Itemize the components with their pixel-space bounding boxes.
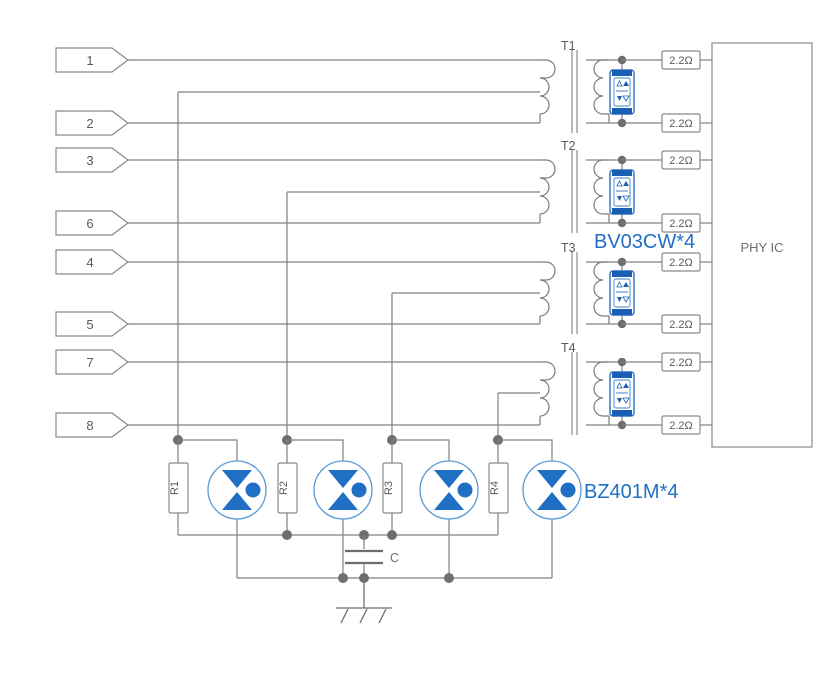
series-resistor[interactable]: 2.2Ω [622, 150, 712, 170]
junction-dot [387, 530, 397, 540]
bz401m-tvs-3[interactable] [419, 458, 479, 578]
series-resistor[interactable]: 2.2Ω [622, 213, 712, 233]
phy-ic-label: PHY IC [740, 240, 783, 255]
resistor-value: 2.2Ω [669, 420, 693, 432]
bv03cw-array-3[interactable] [609, 257, 635, 329]
series-resistor[interactable]: 2.2Ω [622, 113, 712, 133]
transformer-label: T1 [561, 39, 576, 53]
bottom-resistor-group: R1 R2 R3 R4 [168, 462, 509, 535]
transformer-label: T2 [561, 139, 576, 153]
pin-label: 3 [86, 153, 93, 168]
pin-connector-7[interactable]: 7 [55, 349, 540, 375]
pin-label: 4 [86, 255, 93, 270]
transformer-t2[interactable]: T2 [539, 139, 622, 233]
series-resistor[interactable]: 2.2Ω [622, 352, 712, 372]
bz401m-tvs-1[interactable] [207, 458, 267, 578]
pin-label: 8 [86, 418, 93, 433]
series-resistor[interactable]: 2.2Ω [622, 252, 712, 272]
bottom-junction-group [173, 435, 553, 463]
pin-connector-4[interactable]: 4 [55, 249, 540, 275]
bz401m-group: BZ401M*4 [207, 458, 679, 578]
transformer-t1[interactable]: T1 [539, 39, 622, 133]
resistor-value: 2.2Ω [669, 319, 693, 331]
bz401m-tvs-4[interactable] [522, 458, 582, 578]
resistor-value: 2.2Ω [669, 118, 693, 130]
resistor-label: R4 [489, 481, 501, 495]
pin-connector-5[interactable]: 5 [55, 311, 540, 337]
series-resistor[interactable]: 2.2Ω [622, 415, 712, 435]
resistor-value: 2.2Ω [669, 257, 693, 269]
pin-connector-group: 1 2 3 6 4 5 [55, 47, 540, 438]
bv03cw-array-1[interactable] [609, 55, 635, 128]
resistor-value: 2.2Ω [669, 55, 693, 67]
series-resistor[interactable]: 2.2Ω [622, 50, 712, 70]
pin-label: 1 [86, 53, 93, 68]
pin-label: 2 [86, 116, 93, 131]
phy-ic-block[interactable]: PHY IC [711, 42, 813, 448]
pin-label: 5 [86, 317, 93, 332]
transformer-label: T3 [561, 241, 576, 255]
junction-dot [444, 573, 454, 583]
resistor-label: R1 [169, 481, 181, 495]
transformer-label: T4 [561, 341, 576, 355]
pin-connector-8[interactable]: 8 [55, 412, 540, 438]
capacitor-c[interactable]: C [345, 549, 399, 578]
center-tap-wires [177, 91, 540, 440]
transformer-t4[interactable]: T4 [539, 341, 622, 435]
series-resistor-group: 2.2Ω 2.2Ω 2.2Ω 2.2Ω 2.2Ω 2.2Ω [622, 50, 712, 435]
earth-ground-symbol [336, 578, 392, 624]
series-resistor[interactable]: 2.2Ω [622, 314, 712, 334]
junction-dot [338, 573, 348, 583]
bv03cw-array-2[interactable] [609, 155, 635, 228]
bz401m-part-label: BZ401M*4 [584, 481, 679, 503]
pin-connector-3[interactable]: 3 [55, 147, 540, 173]
resistor-label: R2 [278, 481, 290, 495]
junction-dot [282, 530, 292, 540]
pin-label: 7 [86, 355, 93, 370]
pin-connector-1[interactable]: 1 [55, 47, 540, 73]
capacitor-label: C [390, 551, 399, 565]
resistor-value: 2.2Ω [669, 218, 693, 230]
tvs-bottom-bus [237, 573, 552, 583]
resistor-value: 2.2Ω [669, 357, 693, 369]
pin-label: 6 [86, 216, 93, 231]
bz401m-tvs-2[interactable] [313, 458, 373, 578]
transformer-t3[interactable]: T3 [539, 241, 622, 334]
bv03cw-array-4[interactable] [609, 357, 635, 430]
bottom-resistor-r4[interactable]: R4 [488, 462, 509, 535]
bottom-resistor-r1[interactable]: R1 [168, 462, 189, 535]
bv03cw-part-label: BV03CW*4 [594, 231, 695, 253]
pin-connector-2[interactable]: 2 [55, 110, 540, 136]
pin-connector-6[interactable]: 6 [55, 210, 540, 236]
bottom-resistor-r2[interactable]: R2 [277, 462, 298, 535]
resistor-bottom-bus [178, 530, 498, 549]
resistor-label: R3 [383, 481, 395, 495]
bottom-resistor-r3[interactable]: R3 [382, 462, 403, 535]
resistor-value: 2.2Ω [669, 155, 693, 167]
